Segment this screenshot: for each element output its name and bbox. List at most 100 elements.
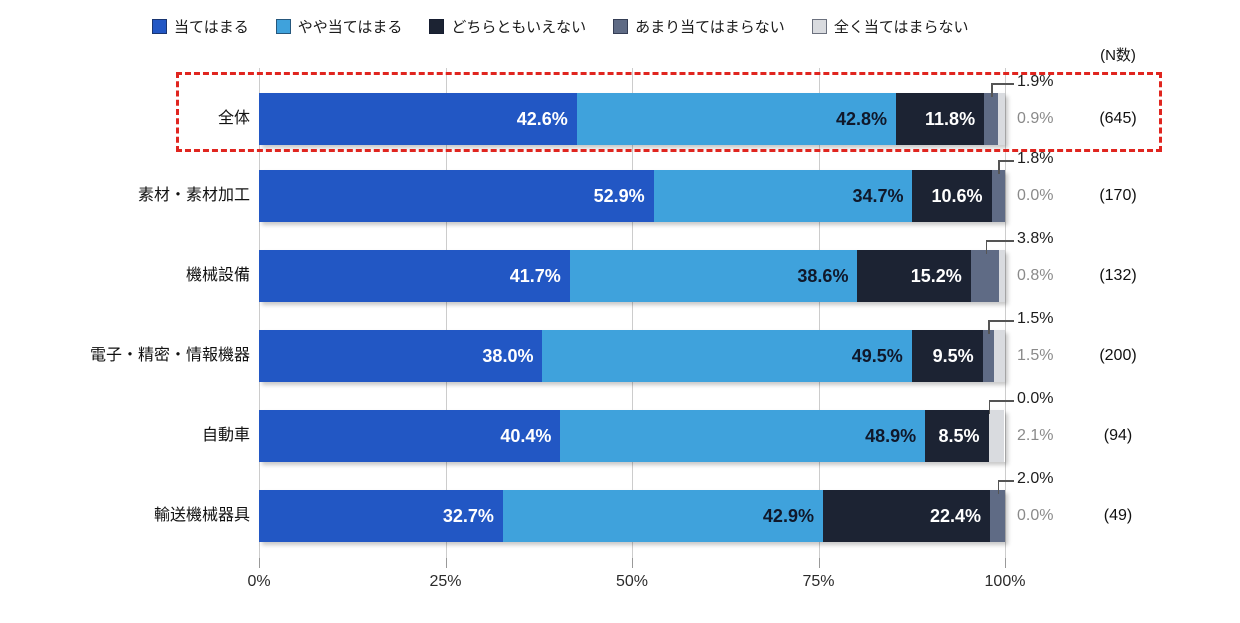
legend-label: どちらともいえない [451, 19, 587, 36]
segment-value-label: 52.9% [593, 185, 645, 206]
x-axis-tick-label: 0% [247, 573, 271, 590]
gridline [818, 68, 820, 558]
legend-item: どちらともいえない [429, 16, 586, 37]
bar-segment [998, 93, 1005, 145]
n-count: (49) [1103, 507, 1133, 524]
stacked-bar: 40.4% 48.9% 8.5% [259, 410, 1005, 462]
bar-segment: 34.7% [653, 170, 913, 222]
segment-value-label: 9.5% [932, 345, 974, 366]
x-axis-tick-label: 100% [984, 573, 1026, 590]
legend-swatch-icon [811, 19, 827, 34]
callout-line [998, 160, 1014, 162]
stacked-bar: 32.7% 42.9% 22.4% [259, 490, 1005, 542]
smallest-segment-value-label: 0.9% [1017, 110, 1054, 127]
category-label: 輸送機械器具 [153, 507, 250, 524]
bar-segment: 41.7% [259, 250, 570, 302]
legend: 当てはまる やや当てはまる どちらともいえない あまり当てはまらない 全く当てはまらない [152, 16, 969, 37]
segment-value-label: 32.7% [442, 505, 494, 526]
n-count-header: (N数) [1100, 47, 1136, 64]
bar-segment: 38.6% [569, 250, 858, 302]
segment-value-label: 49.5% [851, 345, 903, 366]
minor-segment-value-label: 1.5% [1017, 310, 1054, 327]
stacked-bar: 38.0% 49.5% 9.5% [259, 330, 1005, 382]
callout-line [988, 320, 1014, 322]
stacked-bar: 42.6% 42.8% 11.8% [259, 93, 1005, 145]
segment-value-label: 38.0% [482, 345, 534, 366]
stacked-bar: 52.9% 34.7% 10.6% [259, 170, 1005, 222]
callout-line [988, 320, 990, 334]
n-count: (645) [1099, 110, 1137, 127]
segment-value-label: 42.6% [516, 108, 568, 129]
segment-value-label: 41.7% [509, 265, 561, 286]
legend-label: 当てはまる [174, 19, 249, 36]
callout-line [988, 400, 991, 414]
axis-tick [445, 558, 447, 568]
segment-value-label: 40.4% [500, 425, 552, 446]
gridline [445, 68, 447, 558]
category-label: 全体 [217, 110, 250, 127]
legend-swatch-icon [152, 19, 167, 34]
category-label: 素材・素材加工 [137, 187, 250, 204]
bar-segment: 48.9% [560, 410, 926, 462]
segment-value-label: 22.4% [930, 505, 982, 526]
callout-line [985, 240, 1014, 242]
legend-swatch-icon [429, 19, 445, 34]
x-axis-tick-label: 25% [429, 573, 462, 590]
bar-segment: 10.6% [912, 170, 992, 222]
bar-segment [988, 410, 1005, 462]
segment-value-label: 8.5% [938, 425, 980, 446]
x-axis-tick-label: 50% [615, 573, 649, 590]
legend-item: あまり当てはまらない [613, 16, 785, 37]
gridline [1005, 68, 1006, 558]
n-count: (94) [1103, 427, 1133, 444]
callout-line [991, 83, 993, 97]
bar-segment [982, 330, 994, 382]
bar-segment: 22.4% [822, 490, 991, 542]
bar-segment: 8.5% [925, 410, 989, 462]
smallest-segment-value-label: 1.5% [1017, 347, 1054, 364]
n-count: (200) [1099, 347, 1137, 364]
smallest-segment-value-label: 0.0% [1017, 507, 1054, 524]
segment-value-label: 15.2% [910, 265, 962, 286]
minor-segment-value-label: 1.9% [1017, 73, 1054, 90]
minor-segment-value-label: 2.0% [1017, 470, 1054, 487]
bar-segment: 42.6% [259, 93, 577, 145]
segment-value-label: 34.7% [852, 185, 904, 206]
callout-line [985, 240, 988, 254]
bar-segment: 49.5% [542, 330, 912, 382]
bar-segment: 42.8% [576, 93, 897, 145]
bar-segment: 38.0% [259, 330, 543, 382]
legend-label: あまり当てはまらない [635, 19, 785, 36]
bar-segment: 11.8% [896, 93, 985, 145]
minor-segment-value-label: 0.0% [1017, 390, 1054, 407]
smallest-segment-value-label: 0.0% [1017, 187, 1054, 204]
callout-line [997, 480, 1014, 482]
callout-line [988, 400, 1014, 402]
n-count: (170) [1099, 187, 1137, 204]
legend-label: やや当てはまる [297, 19, 403, 36]
bar-segment: 9.5% [911, 330, 983, 382]
callout-line [997, 480, 1000, 494]
axis-tick [818, 558, 820, 568]
segment-value-label: 11.8% [925, 108, 976, 129]
segment-value-label: 42.8% [836, 108, 888, 129]
bar-segment [991, 170, 1005, 222]
legend-swatch-icon [275, 19, 291, 34]
smallest-segment-value-label: 2.1% [1017, 427, 1054, 444]
legend-label: 全く当てはまらない [833, 19, 969, 36]
bar-segment [990, 490, 1005, 542]
stacked-bar: 41.7% 38.6% 15.2% [259, 250, 1005, 302]
legend-item: 全く当てはまらない [811, 16, 969, 37]
gridline [632, 68, 633, 558]
segment-value-label: 48.9% [865, 425, 917, 446]
segment-value-label: 38.6% [797, 265, 849, 286]
segment-value-label: 10.6% [931, 185, 983, 206]
category-label: 電子・精密・情報機器 [89, 347, 250, 364]
bar-segment: 15.2% [857, 250, 971, 302]
legend-swatch-icon [613, 19, 629, 34]
legend-item: やや当てはまる [275, 16, 403, 37]
callout-line [998, 160, 1000, 174]
axis-tick [1005, 558, 1006, 568]
legend-item: 当てはまる [152, 16, 249, 37]
